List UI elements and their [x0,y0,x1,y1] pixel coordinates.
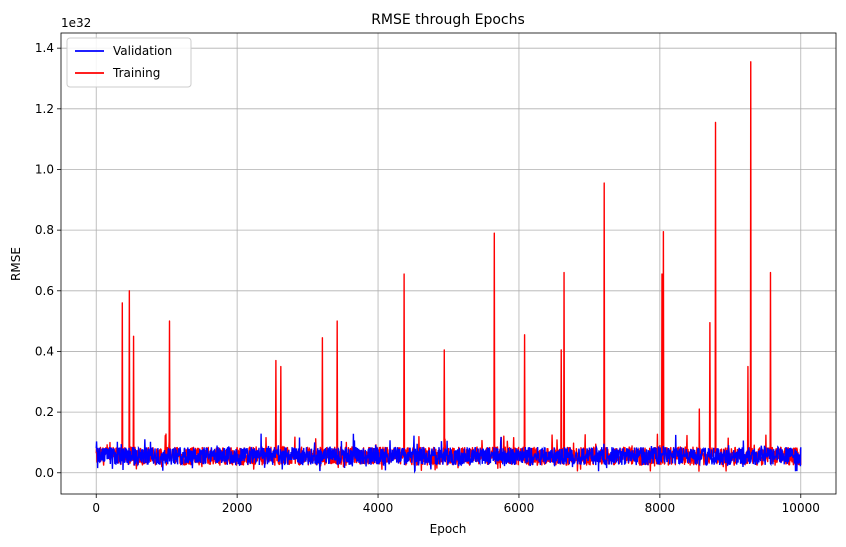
y-axis: 0.0 0.2 0.4 0.6 0.8 1.0 1.2 1.4 [35,41,61,480]
x-tick-label: 4000 [363,501,394,515]
y-tick-label: 0.2 [35,405,54,419]
x-axis-label: Epoch [430,522,467,536]
y-tick-label: 1.0 [35,162,54,176]
y-tick-label: 0.4 [35,344,54,358]
y-tick-label: 0.6 [35,284,54,298]
x-tick-label: 8000 [645,501,676,515]
y-axis-label: RMSE [9,247,23,281]
x-axis: 0 2000 4000 6000 8000 10000 [92,494,820,515]
y-tick-label: 1.2 [35,102,54,116]
x-tick-label: 0 [92,501,100,515]
legend: Validation Training [66,37,192,88]
y-tick-label: 0.0 [35,466,54,480]
y-tick-label: 1.4 [35,41,54,55]
series-layer [95,61,802,474]
legend-label-validation: Validation [113,44,172,58]
series-line-validation [95,433,802,474]
chart-title: RMSE through Epochs [371,12,525,28]
plot-area [61,33,836,494]
x-tick-label: 6000 [504,501,535,515]
grid-lines [61,33,836,494]
legend-label-training: Training [112,66,160,80]
plot-frame [60,32,837,495]
x-tick-label: 10000 [782,501,820,515]
y-offset-label: 1e32 [61,16,91,30]
y-tick-label: 0.8 [35,223,54,237]
x-tick-label: 2000 [222,501,253,515]
